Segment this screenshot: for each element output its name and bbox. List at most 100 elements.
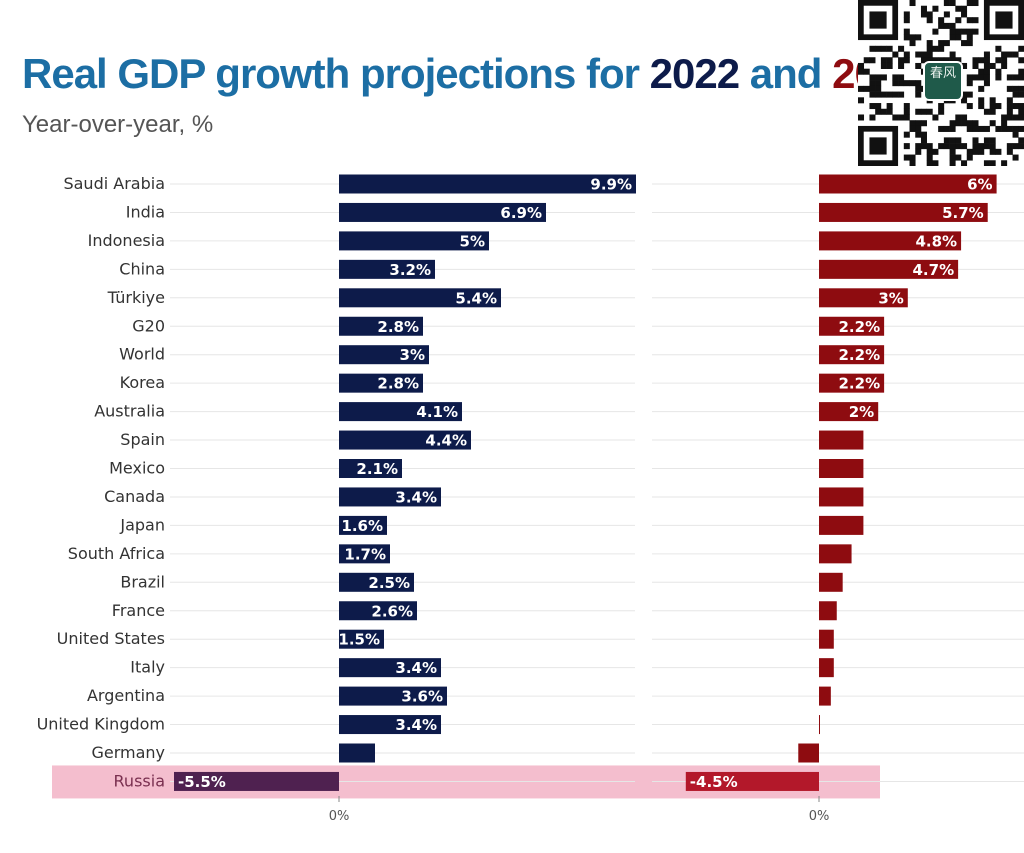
data-label-2022-south-africa: 1.7% [344, 545, 386, 563]
data-label-2023-saudi-arabia: 6% [967, 176, 992, 194]
category-label-mexico: Mexico [109, 459, 165, 478]
data-label-2022-russia: -5.5% [178, 773, 226, 791]
category-label-indonesia: Indonesia [88, 231, 165, 250]
category-label-russia: Russia [114, 771, 165, 790]
bar-2022-united-kingdom [339, 715, 441, 735]
category-label-united-states: United States [57, 629, 165, 648]
bar-2023-japan [819, 515, 864, 535]
category-label-india: India [126, 202, 165, 221]
title-prefix: Real GDP growth projections for [22, 50, 650, 97]
bar-2023-south-africa [819, 544, 852, 564]
data-label-2023-indonesia: 4.8% [915, 232, 957, 250]
bar-2023-g20 [819, 316, 885, 336]
bar-2022-brazil [339, 572, 414, 592]
data-label-2022-france: 2.6% [371, 602, 413, 620]
category-label-g20: G20 [132, 316, 165, 335]
data-label-2022-united-kingdom: 3.4% [395, 716, 437, 734]
category-label-australia: Australia [94, 402, 165, 421]
bar-2022-indonesia [339, 231, 489, 251]
category-label-south-africa: South Africa [68, 544, 165, 563]
bar-2023-korea [819, 373, 885, 393]
category-label-t-rkiye: Türkiye [107, 288, 165, 307]
category-label-united-kingdom: United Kingdom [37, 715, 165, 734]
bar-2023-argentina [819, 686, 831, 706]
bar-2022-korea [339, 373, 423, 393]
data-label-2022-australia: 4.1% [416, 403, 458, 421]
category-label-saudi-arabia: Saudi Arabia [63, 174, 165, 193]
bar-2023-indonesia [819, 231, 962, 251]
title-year-2022: 2022 [649, 50, 740, 97]
category-label-canada: Canada [104, 487, 165, 506]
bar-2023-italy [819, 658, 834, 678]
bar-2023-t-rkiye [819, 288, 908, 308]
bar-2022-japan [339, 515, 387, 535]
bar-2023-germany [798, 743, 819, 763]
bar-2023-india [819, 202, 988, 222]
bar-2022-germany [339, 743, 375, 763]
bar-2022-world [339, 345, 429, 365]
bar-2022-russia [174, 771, 339, 791]
data-label-2022-japan: 1.6% [341, 517, 383, 535]
bar-2023-russia [685, 771, 819, 791]
bar-2022-china [339, 259, 435, 279]
bar-2023-china [819, 259, 959, 279]
zero-tick-label-2022: 0% [329, 809, 350, 824]
bar-2022-t-rkiye [339, 288, 501, 308]
bar-2023-canada [819, 487, 864, 507]
data-label-2022-united-states: 1.5% [338, 631, 380, 649]
category-label-japan: Japan [119, 515, 165, 534]
bar-2022-mexico [339, 459, 402, 478]
data-label-2022-spain: 4.4% [425, 432, 467, 450]
data-label-2023-china: 4.7% [913, 261, 955, 279]
bar-2023-brazil [819, 572, 843, 592]
bar-2022-australia [339, 402, 462, 422]
data-label-2023-t-rkiye: 3% [878, 289, 903, 307]
data-label-2022-saudi-arabia: 9.9% [590, 176, 632, 194]
category-label-spain: Spain [120, 430, 165, 449]
data-label-2023-world: 2.2% [839, 346, 881, 364]
category-label-korea: Korea [120, 373, 165, 392]
bar-2022-saudi-arabia [339, 174, 636, 194]
data-label-2022-argentina: 3.6% [401, 688, 443, 706]
bar-2023-mexico [819, 459, 864, 478]
category-label-world: World [119, 345, 165, 364]
bar-2023-spain [819, 430, 864, 450]
bar-2022-india [339, 202, 546, 222]
data-label-2023-australia: 2% [849, 403, 874, 421]
bar-2023-france [819, 601, 837, 621]
data-label-2022-india: 6.9% [500, 204, 542, 222]
bar-2023-united-kingdom [819, 715, 820, 735]
data-label-2022-italy: 3.4% [395, 659, 437, 677]
chart-subtitle: Year-over-year, % [22, 111, 214, 138]
zero-tick-label-2023: 0% [809, 809, 830, 824]
data-label-2022-korea: 2.8% [377, 375, 419, 393]
category-label-brazil: Brazil [120, 572, 165, 591]
data-label-2022-mexico: 2.1% [356, 460, 398, 478]
bar-2023-world [819, 345, 885, 365]
data-label-2022-canada: 3.4% [395, 488, 437, 506]
bar-2022-spain [339, 430, 471, 450]
data-label-2022-g20: 2.8% [377, 318, 419, 336]
bar-2022-south-africa [339, 544, 390, 564]
bar-2023-united-states [819, 629, 834, 649]
bar-2023-australia [819, 402, 879, 422]
data-label-2022-world: 3% [400, 346, 425, 364]
category-label-china: China [119, 259, 165, 278]
bar-2022-france [339, 601, 417, 621]
bar-2022-canada [339, 487, 441, 507]
category-label-france: France [112, 601, 165, 620]
data-label-2023-russia: -4.5% [690, 773, 738, 791]
data-label-2022-china: 3.2% [389, 261, 431, 279]
category-label-germany: Germany [91, 743, 165, 762]
data-label-2022-brazil: 2.5% [368, 574, 410, 592]
bar-2023-saudi-arabia [819, 174, 997, 194]
bar-2022-g20 [339, 316, 423, 336]
data-label-2023-india: 5.7% [942, 204, 984, 222]
bar-2022-italy [339, 658, 441, 678]
category-label-argentina: Argentina [87, 686, 165, 705]
data-label-2022-indonesia: 5% [460, 232, 485, 250]
category-label-italy: Italy [130, 658, 165, 677]
data-label-2022-t-rkiye: 5.4% [455, 289, 497, 307]
bar-2022-argentina [339, 686, 447, 706]
